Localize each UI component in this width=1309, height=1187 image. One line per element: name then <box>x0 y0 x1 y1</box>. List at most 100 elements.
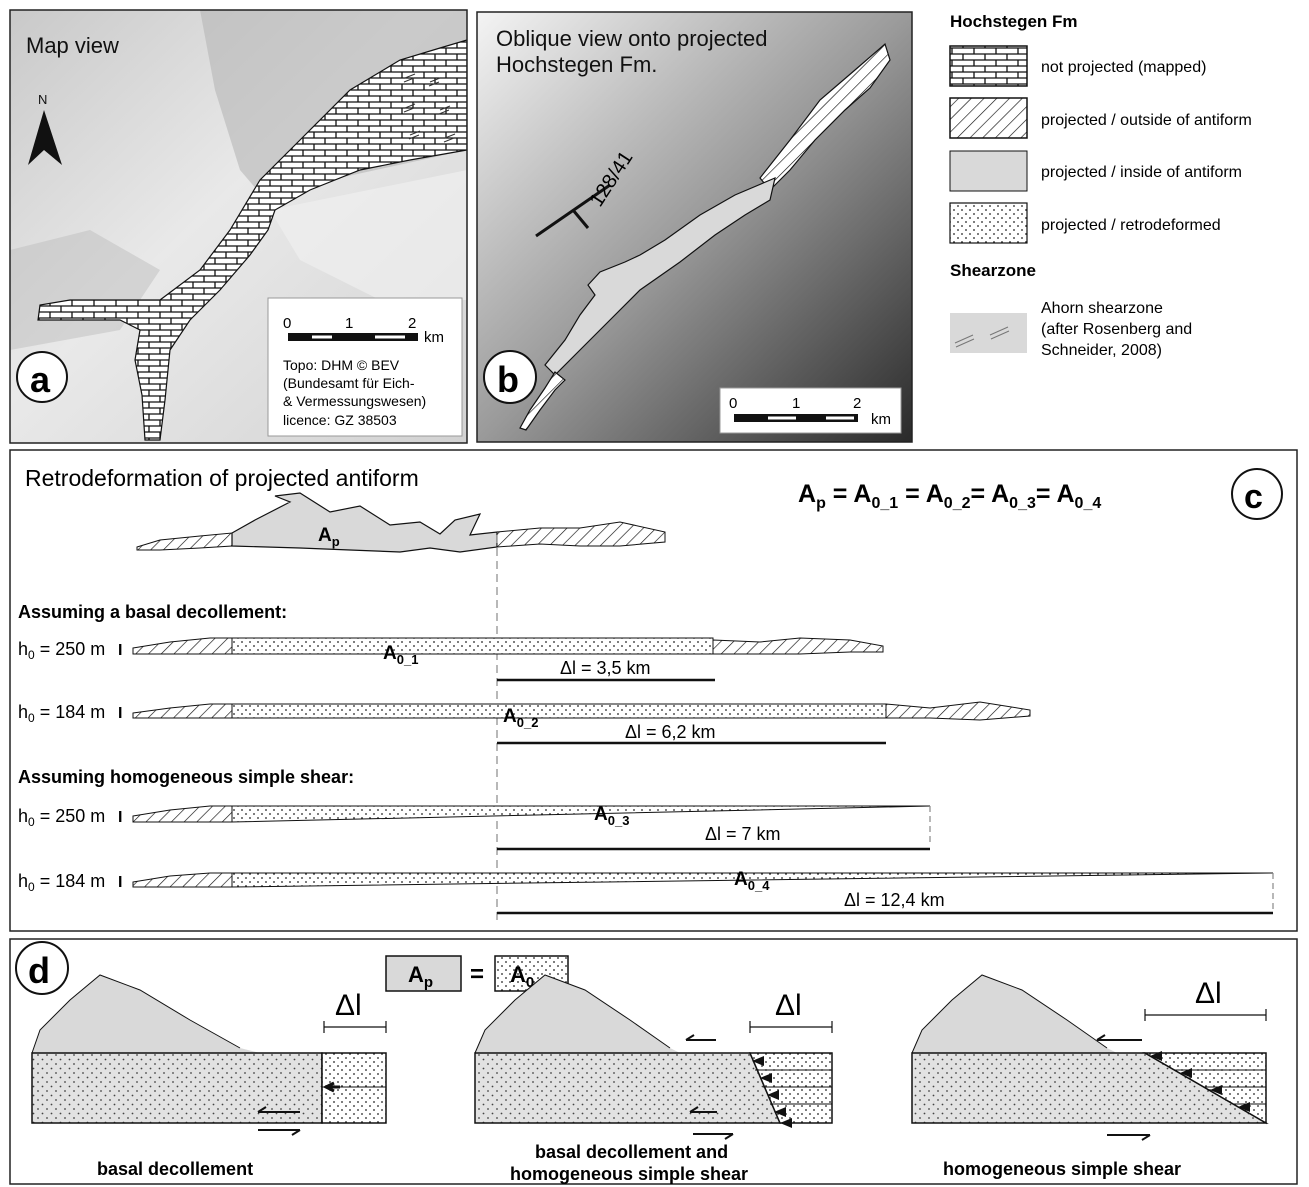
panel-d-letter: d <box>28 950 50 991</box>
delta-row-2: Δl = 6,2 km <box>625 722 716 742</box>
svg-text:A0_2: A0_2 <box>503 706 538 730</box>
svg-text:Ap = A0_1 = A0_2= A0_3= A0_4: Ap = A0_1 = A0_2= A0_3= A0_4 <box>798 480 1101 512</box>
delta-row-1: Δl = 3,5 km <box>560 658 651 678</box>
scale-label-b2: 2 <box>853 395 861 412</box>
eq-sign: = <box>470 961 484 988</box>
delta-row-4: Δl = 12,4 km <box>844 890 945 910</box>
model-basal-decollement: Δl basal decollement <box>31 974 387 1179</box>
delta-d1: Δl <box>335 989 362 1022</box>
legend-swatch-bricks <box>949 45 1028 87</box>
panel-d-models: d Ap = A0 Δl basal decollement <box>9 938 1298 1185</box>
legend-label-3: projected / inside of antiform <box>1041 164 1242 181</box>
delta-d2: Δl <box>775 989 802 1022</box>
panel-a-letter: a <box>30 359 51 400</box>
svg-text:h0 = 184 m: h0 = 184 m <box>18 871 105 894</box>
svg-text:h0 = 250 m: h0 = 250 m <box>18 806 105 829</box>
north-arrow-icon <box>28 110 62 165</box>
section-basal-decollement: Assuming a basal decollement: <box>18 602 287 622</box>
shearzone-symbol-icon <box>954 326 1010 348</box>
svg-text:Ap: Ap <box>408 962 433 991</box>
area-equation: Ap = A0_1 = A0_2= A0_3= A0_4 <box>798 480 1101 512</box>
terrain-slope <box>270 170 467 300</box>
north-label: N <box>38 92 47 107</box>
eq-sub2: 0_2 <box>944 495 971 512</box>
panel-a-map-view: Map view N 0 1 2 km Topo: DHM © BEV (Bun… <box>9 9 468 444</box>
svg-text:h0 = 184 m: h0 = 184 m <box>18 702 105 725</box>
eq-sub3: 0_3 <box>1009 495 1036 512</box>
caption-d2-line2: homogeneous simple shear <box>510 1164 748 1184</box>
eq-ap: A <box>798 480 816 508</box>
projected-inside-antiform-b <box>544 176 776 376</box>
delta-d3: Δl <box>1195 977 1222 1010</box>
credit-line-3: & Vermessungswesen) <box>283 393 426 409</box>
scale-box-a: 0 1 2 km Topo: DHM © BEV (Bundesamt für … <box>267 297 463 437</box>
projected-outside-antiform-b <box>759 42 891 191</box>
projected-antiform-profile: Ap <box>136 492 666 553</box>
legend-label-4: projected / retrodeformed <box>1041 217 1221 234</box>
shearzone-line-1: Ahorn shearzone <box>1041 300 1163 317</box>
row-1-basal-250: h0 = 250 m I A0_1 Δl = 3,5 km <box>18 637 884 682</box>
panel-a-title: Map view <box>26 33 119 58</box>
scale-label-b1: 1 <box>792 395 800 412</box>
legend-swatch-shearzone <box>950 313 1027 353</box>
credit-line-1: Topo: DHM © BEV <box>283 357 400 373</box>
eq-part2: = A <box>898 480 944 508</box>
legend-swatch-dots <box>949 202 1028 244</box>
panel-b-letter: b <box>497 359 519 400</box>
legend-label-1: not projected (mapped) <box>1041 59 1206 76</box>
panel-b-title-line2: Hochstegen Fm. <box>496 52 657 77</box>
scale-box-b: 0 1 2 km <box>719 387 902 434</box>
legend: Hochstegen Fm not projected (mapped) pro… <box>949 12 1252 359</box>
model-basal-and-shear: Δl basal decollement and homogeneous sim… <box>474 974 833 1184</box>
svg-text:I: I <box>118 809 122 826</box>
scale-unit-a: km <box>424 329 444 346</box>
eq-part4: = A <box>1036 480 1075 508</box>
ahorn-shearzone-marks <box>403 73 456 143</box>
legend-title-shearzone: Shearzone <box>950 261 1036 280</box>
panel-c-title: Retrodeformation of projected antiform <box>25 465 419 491</box>
caption-d1: basal decollement <box>97 1159 253 1179</box>
credit-line-2: (Bundesamt für Eich- <box>283 375 415 391</box>
delta-row-3: Δl = 7 km <box>705 824 781 844</box>
caption-d3: homogeneous simple shear <box>943 1159 1181 1179</box>
eq-sub4: 0_4 <box>1075 495 1102 512</box>
panel-b-title-line1: Oblique view onto projected <box>496 26 768 51</box>
svg-text:h0 = 250 m: h0 = 250 m <box>18 639 105 662</box>
row-3-shear-250: h0 = 250 m I A0_3 Δl = 7 km <box>18 804 931 851</box>
hochstegen-mapped-outcrop <box>37 39 467 441</box>
section-simple-shear: Assuming homogeneous simple shear: <box>18 767 354 787</box>
svg-text:I: I <box>118 642 122 659</box>
scale-unit-b: km <box>871 411 891 428</box>
eq-part1: = A <box>826 480 872 508</box>
legend-label-2: projected / outside of antiform <box>1041 112 1252 129</box>
scale-label-a0: 0 <box>283 315 291 332</box>
projected-outside-antiform-b-lower <box>519 371 566 431</box>
north-arrow: N <box>28 92 62 165</box>
row-4-shear-184: h0 = 184 m I A0_4 Δl = 12,4 km <box>18 869 1274 915</box>
ap-label: Ap <box>318 525 340 549</box>
legend-swatch-hatch <box>949 97 1028 139</box>
svg-text:I: I <box>118 874 122 891</box>
scale-label-a2: 2 <box>408 315 416 332</box>
shearzone-line-3: Schneider, 2008) <box>1041 342 1162 359</box>
panel-c-letter: c <box>1244 478 1263 516</box>
legend-title-hochstegen: Hochstegen Fm <box>950 12 1078 31</box>
shearzone-line-2: (after Rosenberg and <box>1041 321 1192 338</box>
caption-d2-line1: basal decollement and <box>535 1142 728 1162</box>
credit-line-4: licence: GZ 38503 <box>283 412 397 428</box>
eq-sub1: 0_1 <box>871 495 898 512</box>
model-simple-shear: Δl homogeneous simple shear <box>911 974 1269 1179</box>
panel-b-oblique-view: Oblique view onto projected Hochstegen F… <box>476 11 913 443</box>
panel-c-retrodeformation: Retrodeformation of projected antiform A… <box>9 449 1298 932</box>
eq-ap-sub: p <box>816 495 826 512</box>
scale-label-a1: 1 <box>345 315 353 332</box>
legend-swatch-grey <box>949 150 1028 192</box>
eq-part3: = A <box>971 480 1010 508</box>
svg-text:A0_4: A0_4 <box>734 869 770 893</box>
svg-text:A0_3: A0_3 <box>594 804 629 828</box>
svg-text:I: I <box>118 705 122 722</box>
row-2-basal-184: h0 = 184 m I A0_2 Δl = 6,2 km <box>18 701 1031 745</box>
svg-text:A0_1: A0_1 <box>383 643 418 667</box>
svg-text:A0: A0 <box>510 962 534 991</box>
